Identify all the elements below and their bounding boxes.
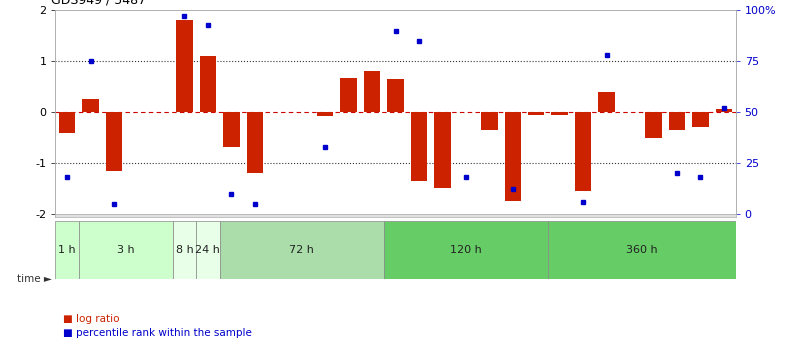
Bar bbox=[59, 112, 75, 134]
Bar bbox=[55, 221, 79, 279]
Bar bbox=[340, 78, 357, 112]
Bar bbox=[106, 112, 123, 171]
Text: 360 h: 360 h bbox=[626, 245, 657, 255]
Bar bbox=[384, 221, 548, 279]
Bar bbox=[223, 112, 240, 147]
Text: 72 h: 72 h bbox=[290, 245, 314, 255]
Text: 1 h: 1 h bbox=[59, 245, 76, 255]
Bar bbox=[548, 221, 736, 279]
Bar bbox=[82, 99, 99, 112]
Text: 24 h: 24 h bbox=[195, 245, 220, 255]
Bar bbox=[434, 112, 451, 188]
Text: ■ log ratio: ■ log ratio bbox=[63, 314, 119, 324]
Bar bbox=[247, 112, 263, 173]
Bar bbox=[317, 112, 333, 116]
Bar bbox=[172, 221, 196, 279]
Bar bbox=[692, 112, 709, 127]
Text: ■ percentile rank within the sample: ■ percentile rank within the sample bbox=[63, 328, 252, 338]
Bar bbox=[388, 79, 403, 112]
Bar bbox=[176, 20, 192, 112]
Bar bbox=[668, 112, 685, 130]
Bar bbox=[716, 109, 732, 112]
Bar bbox=[220, 221, 384, 279]
Bar bbox=[411, 112, 427, 181]
Bar bbox=[505, 112, 521, 201]
Bar bbox=[645, 112, 662, 138]
Bar bbox=[575, 112, 592, 191]
Bar bbox=[364, 71, 380, 112]
Bar bbox=[79, 221, 172, 279]
Bar bbox=[528, 112, 544, 115]
Bar bbox=[196, 221, 220, 279]
Text: GDS949 / 5487: GDS949 / 5487 bbox=[51, 0, 146, 7]
Bar bbox=[551, 112, 568, 115]
Text: 3 h: 3 h bbox=[117, 245, 134, 255]
Bar bbox=[481, 112, 498, 130]
Bar bbox=[199, 56, 216, 112]
Bar bbox=[599, 92, 615, 112]
Text: 120 h: 120 h bbox=[450, 245, 482, 255]
Text: 8 h: 8 h bbox=[176, 245, 193, 255]
Text: time ►: time ► bbox=[17, 275, 51, 284]
